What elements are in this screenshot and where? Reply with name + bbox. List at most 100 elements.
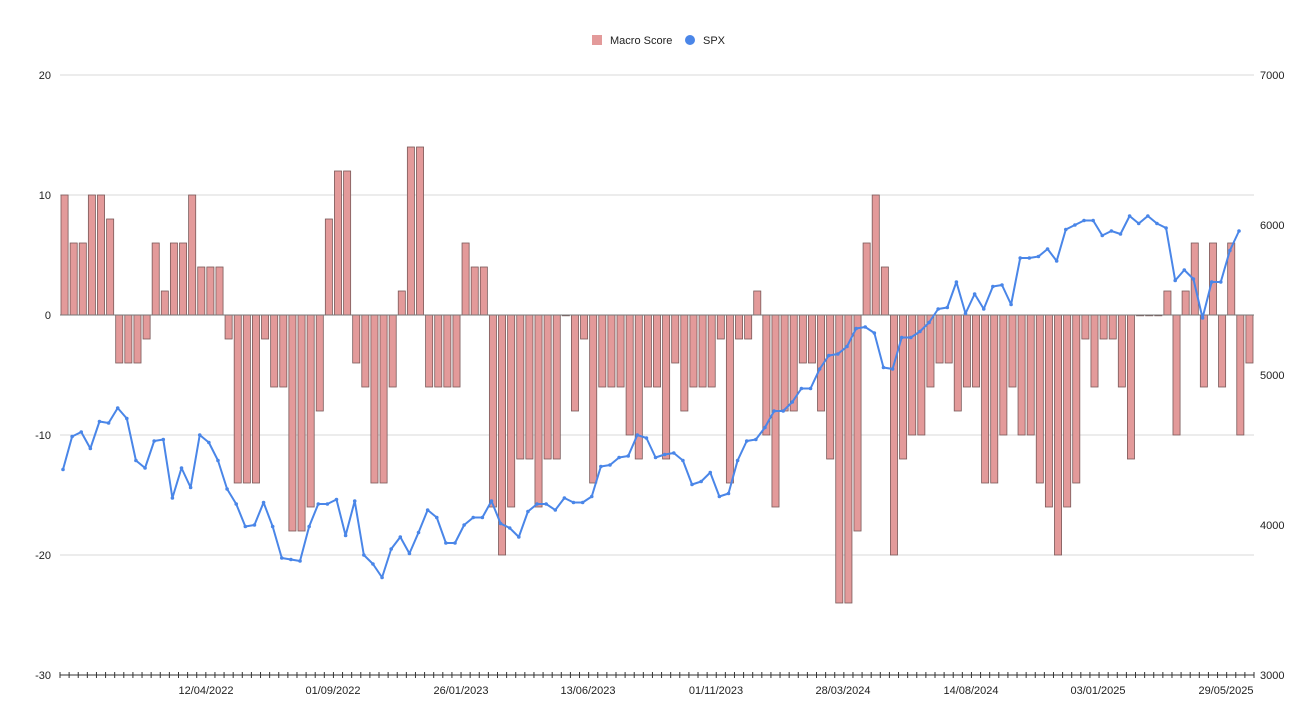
macro-score-bar: [1236, 314, 1245, 436]
right-tick-label: 4000: [1260, 520, 1284, 532]
spx-point: [1118, 232, 1123, 236]
spx-point: [1009, 302, 1013, 307]
spx-point: [389, 547, 393, 551]
macro-score-bar: [416, 146, 424, 316]
spx-point: [571, 500, 576, 505]
macro-score-bar: [224, 314, 233, 340]
spx-point: [380, 575, 384, 580]
spx-point: [635, 433, 640, 437]
macro-score-bar: [179, 242, 188, 316]
spx-point: [535, 502, 539, 506]
right-tick-label: 7000: [1260, 70, 1284, 82]
macro-score-bar: [1035, 314, 1044, 484]
spx-point: [115, 406, 120, 410]
spx-point: [1082, 218, 1086, 223]
spx-point: [580, 500, 585, 505]
spx-point: [134, 458, 138, 463]
macro-score-bar: [589, 314, 598, 484]
macro-score-bar: [725, 314, 734, 484]
macro-score-bar: [1017, 314, 1026, 436]
spx-point: [626, 454, 631, 458]
spx-point: [88, 446, 93, 451]
spx-point: [1000, 283, 1004, 287]
spx-point: [526, 509, 530, 514]
macro-score-bar: [425, 314, 434, 388]
spx-point: [125, 416, 129, 421]
macro-score-bar: [479, 266, 488, 316]
spx-point: [690, 482, 694, 487]
spx-point: [817, 367, 822, 371]
macro-score-bar: [215, 266, 224, 316]
spx-point: [1036, 254, 1041, 259]
spx-point: [471, 515, 476, 520]
macro-score-bar: [516, 314, 525, 460]
spx-point: [918, 329, 922, 334]
macro-score-bar: [206, 266, 215, 316]
macro-score-bar: [908, 314, 917, 436]
macro-score-bar: [1090, 314, 1099, 388]
macro-score-bar: [361, 314, 370, 388]
macro-score-bar: [807, 314, 816, 364]
spx-point: [836, 352, 840, 356]
spx-point: [1100, 233, 1105, 238]
spx-point: [279, 556, 284, 560]
spx-point: [270, 524, 275, 529]
macro-score-bar: [707, 314, 716, 388]
spx-point: [507, 526, 512, 530]
spx-point: [61, 467, 65, 472]
macro-score-bar: [461, 242, 470, 316]
spx-point: [1173, 278, 1177, 283]
spx-point: [234, 502, 239, 506]
macro-score-bar: [689, 314, 698, 388]
spx-point: [863, 325, 868, 329]
macro-score-bar: [525, 314, 534, 460]
macro-score-bar: [798, 314, 807, 364]
macro-score-bar: [826, 314, 835, 460]
spx-point: [334, 497, 339, 502]
spx-point: [881, 365, 886, 370]
macro-score-bar: [1099, 314, 1108, 340]
spx-point: [781, 409, 785, 413]
spx-point: [517, 535, 521, 539]
macro-score-bar: [507, 314, 516, 508]
spx-point: [79, 430, 84, 434]
macro-score-bar: [580, 314, 589, 340]
macro-score-bar: [306, 314, 315, 508]
spx-point: [1127, 214, 1132, 218]
macro-score-bar: [935, 314, 944, 364]
right-tick-label: 3000: [1260, 670, 1284, 682]
right-tick-label: 5000: [1260, 370, 1284, 382]
x-tick-label: 13/06/2023: [560, 685, 615, 697]
macro-score-bar: [197, 266, 206, 316]
macro-score-bar: [261, 314, 270, 340]
spx-point: [872, 331, 877, 335]
macro-score-bar: [607, 314, 616, 388]
spx-point: [1018, 256, 1023, 260]
macro-score-bar: [926, 314, 935, 388]
macro-score-bar: [1181, 290, 1190, 316]
spx-point: [662, 452, 667, 457]
spx-point: [170, 496, 175, 500]
spx-point: [1146, 214, 1150, 218]
spx-point: [1045, 247, 1050, 251]
spx-point: [1237, 229, 1241, 233]
spx-point: [325, 502, 330, 506]
macro-score-bar: [488, 314, 497, 508]
spx-point: [553, 508, 558, 512]
macro-score-bar: [279, 314, 288, 388]
macro-score-bar: [434, 314, 443, 388]
legend-label-macro-score: Macro Score: [610, 35, 672, 47]
macro-score-bar: [452, 314, 461, 388]
left-tick-label: 10: [39, 190, 51, 202]
macro-score-bar: [853, 314, 862, 532]
spx-point: [562, 496, 567, 500]
spx-point: [726, 491, 731, 496]
legend: Macro Score SPX: [592, 35, 726, 47]
macro-score-bar: [343, 170, 352, 316]
spx-point: [991, 284, 995, 289]
spx-point: [462, 523, 466, 527]
spx-point: [179, 466, 184, 470]
macro-score-bar: [698, 314, 707, 388]
x-tick-label: 29/05/2025: [1198, 685, 1253, 697]
